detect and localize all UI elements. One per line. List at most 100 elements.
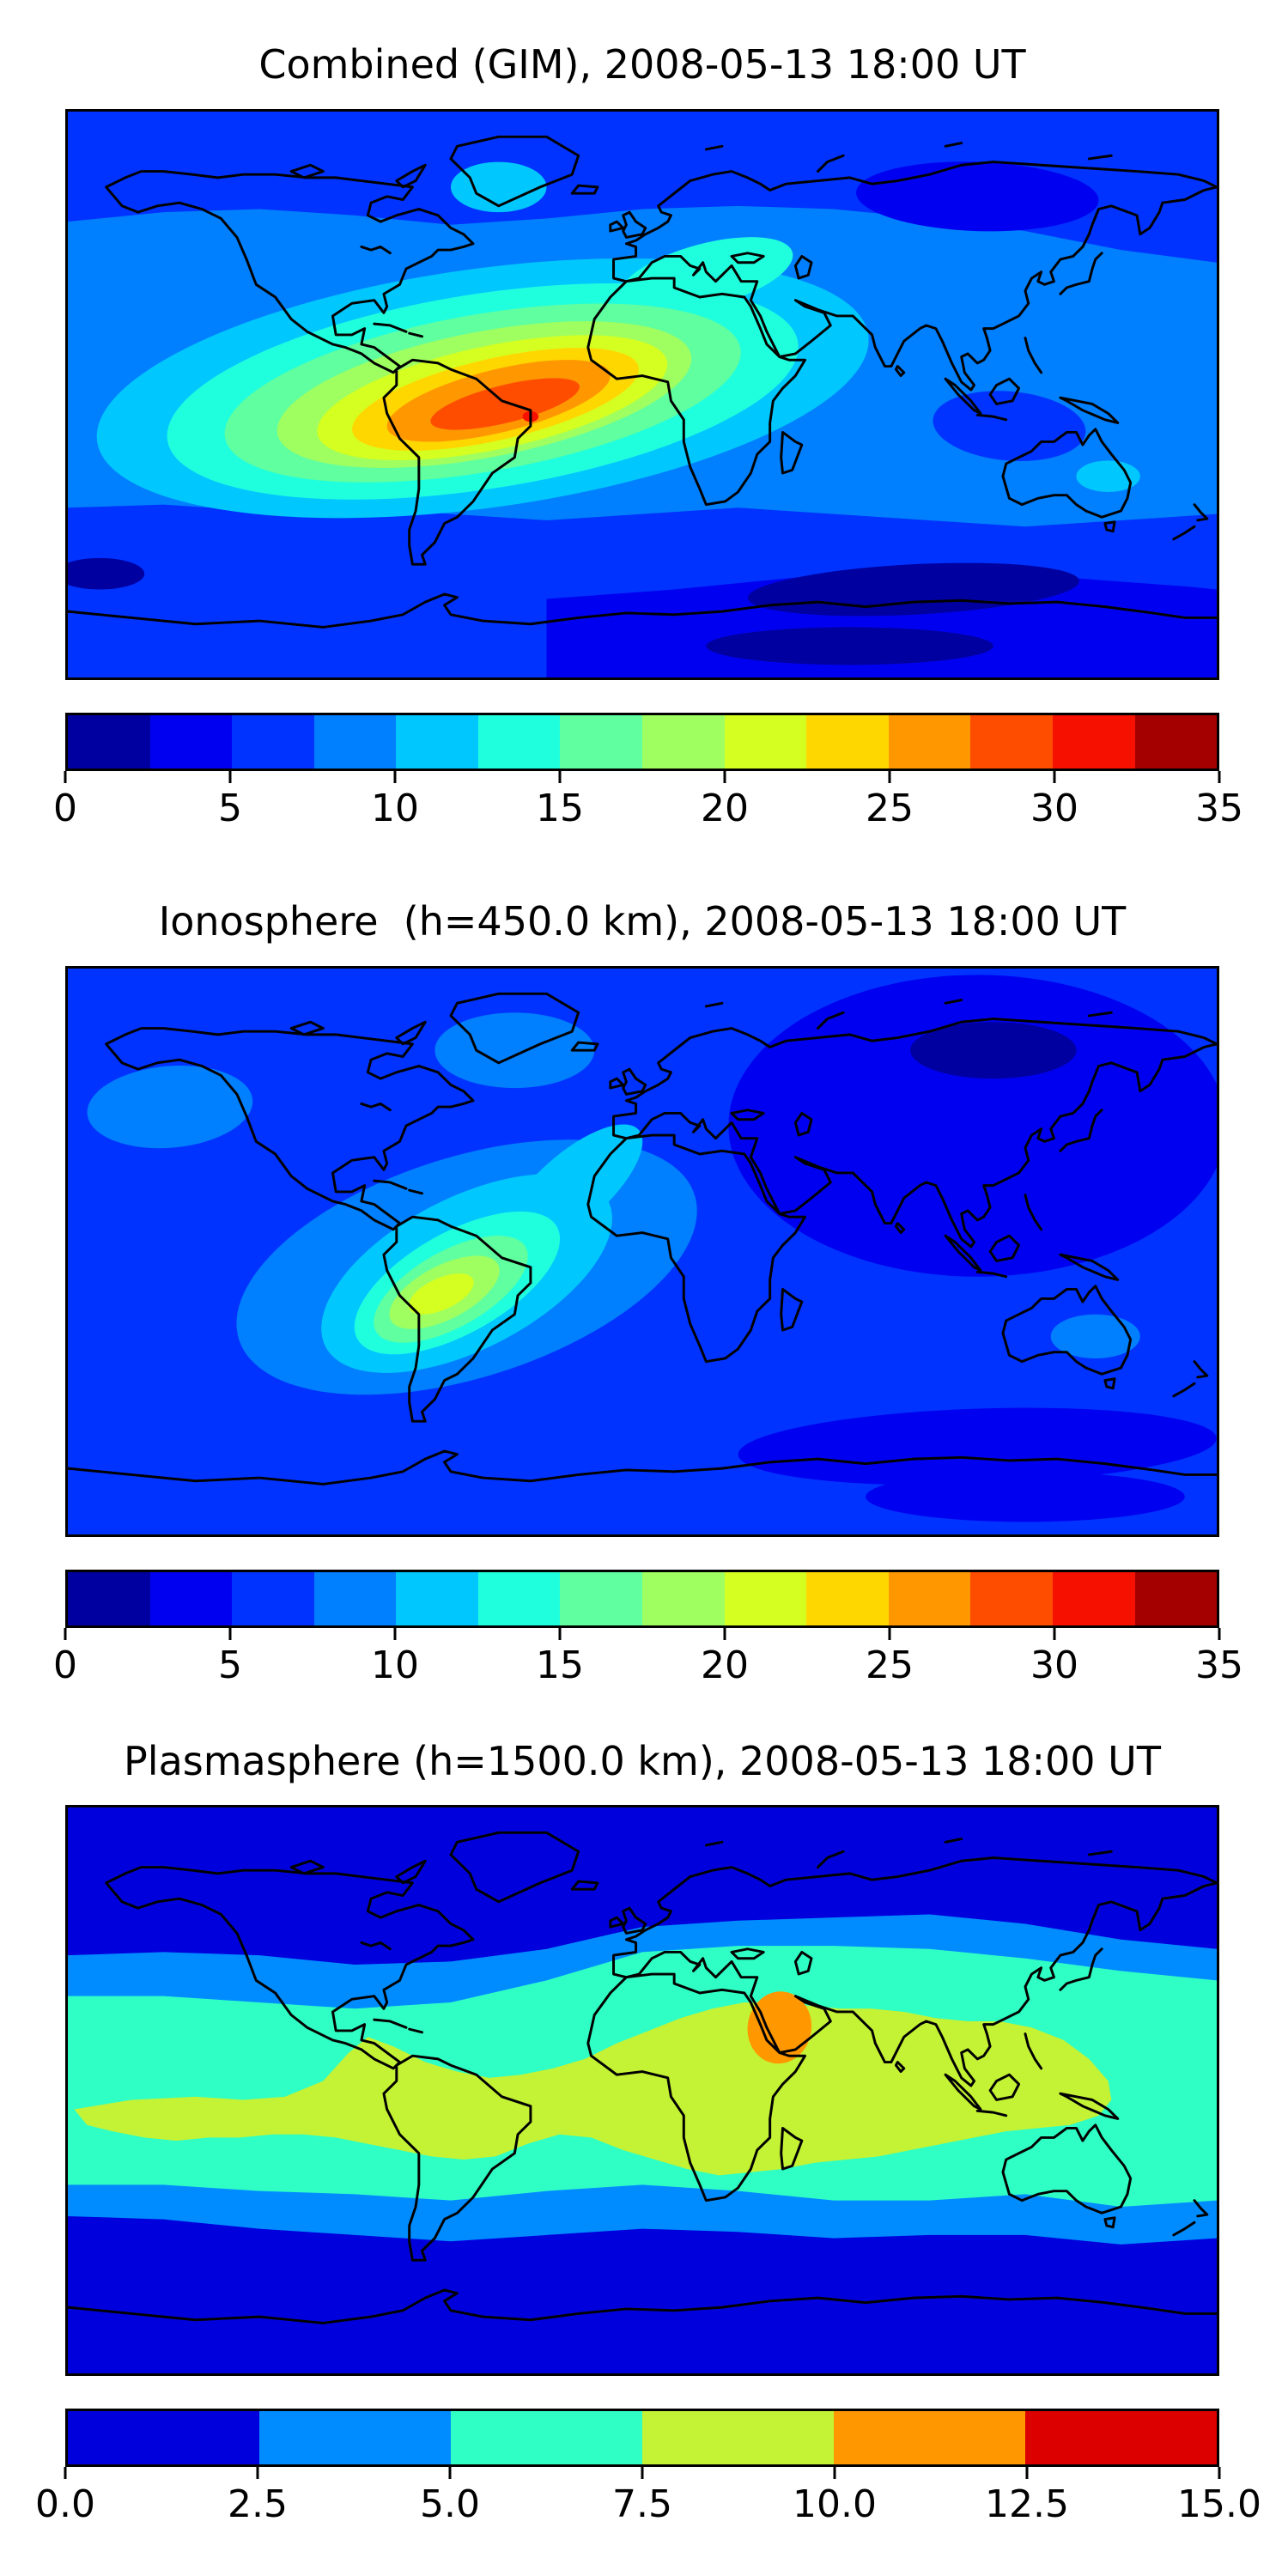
colorbar-segment [451, 2411, 642, 2464]
colorbar-tick [256, 2467, 259, 2479]
colorbar-segment [396, 1572, 478, 1625]
colorbar-tick-label: 30 [1030, 1643, 1078, 1687]
colorbar-tick-label: 0 [53, 1643, 77, 1687]
contour-band [866, 1471, 1185, 1522]
colorbar-segment [68, 1572, 150, 1625]
colorbar-segment [396, 715, 478, 769]
colorbar-tick [64, 1628, 67, 1640]
contour-band [68, 112, 1217, 263]
colorbar-tick-label: 25 [866, 787, 914, 830]
colorbar-segment [806, 715, 889, 769]
panel-title-ionosphere: Ionosphere (h=450.0 km), 2008-05-13 18:0… [158, 898, 1127, 945]
colorbar-tick [64, 771, 67, 783]
contour-band [68, 557, 145, 590]
colorbar-tick-label: 25 [866, 1643, 914, 1687]
colorbar-combined [65, 713, 1219, 771]
colorbar-segment [313, 715, 397, 769]
colorbar-tick-label: 35 [1195, 1643, 1243, 1687]
colorbar-segment [68, 715, 150, 769]
colorbar-plasmasphere [65, 2409, 1219, 2467]
colorbar-segment [1052, 1572, 1135, 1625]
panel-title-combined: Combined (GIM), 2008-05-13 18:00 UT [258, 41, 1026, 88]
world-map-plasmasphere [65, 1805, 1219, 2376]
colorbar-tick [393, 1628, 397, 1640]
contour-band [619, 237, 793, 313]
colorbar-segment [149, 715, 233, 769]
world-map-combined [65, 109, 1219, 680]
contour-band [87, 1065, 253, 1149]
colorbar-tick-label: 35 [1195, 787, 1243, 830]
colorbar-tick-label: 0 [53, 787, 77, 830]
colorbar-tick [1053, 771, 1056, 783]
colorbar-tick [1053, 1628, 1056, 1640]
colorbar-segment [642, 715, 725, 769]
colorbar-tick-label: 15 [536, 1643, 584, 1687]
colorbar-ticks-combined [64, 771, 1221, 785]
colorbar-segment [642, 1572, 725, 1625]
colorbar-segment [313, 1572, 397, 1625]
colorbar-tick-label: 5 [218, 1643, 242, 1687]
contour-band [408, 1273, 474, 1315]
colorbar-tick [1218, 771, 1221, 783]
colorbar-tick [833, 2467, 836, 2479]
colorbar-segment [477, 1572, 561, 1625]
colorbar-tick [393, 771, 397, 783]
colorbar-ticks-ionosphere [64, 1628, 1221, 1642]
colorbar-tick-label: 0.0 [35, 2482, 95, 2526]
colorbar-segment [477, 715, 561, 769]
colorbar-segment [834, 2411, 1025, 2464]
colorbar-tick [1218, 1628, 1221, 1640]
colorbar-segment [560, 715, 643, 769]
colorbar-labels-plasmasphere: 0.0 2.5 5.0 7.5 10.0 12.5 15.0 [35, 2482, 1261, 2530]
colorbar-segment [1025, 2411, 1217, 2464]
colorbar-tick [723, 1628, 726, 1640]
colorbar-tick [641, 2467, 644, 2479]
colorbar-tick-label: 20 [701, 787, 749, 830]
colorbar-segment [68, 2411, 259, 2464]
colorbar-segment [888, 1572, 971, 1625]
colorbar-tick-label: 15 [536, 787, 584, 830]
colorbar-tick-label: 10 [371, 787, 419, 830]
colorbar-ionosphere [65, 1570, 1219, 1628]
colorbar-labels-combined: 0 5 10 15 20 25 30 35 [53, 787, 1243, 835]
colorbar-tick [1025, 2467, 1029, 2479]
colorbar-segment [560, 1572, 643, 1625]
colorbar-segment [970, 715, 1053, 769]
colorbar-tick [888, 1628, 891, 1640]
colorbar-segment [888, 715, 971, 769]
colorbar-tick-label: 10.0 [793, 2482, 877, 2526]
colorbar-segment [806, 1572, 889, 1625]
contour-band [747, 1991, 812, 2064]
world-map-ionosphere [65, 966, 1219, 1537]
colorbar-tick [448, 2467, 452, 2479]
colorbar-tick [558, 771, 562, 783]
colorbar-segment [1052, 715, 1135, 769]
colorbar-tick [228, 771, 232, 783]
contour-band [728, 975, 1217, 1277]
colorbar-segment [232, 715, 314, 769]
colorbar-tick-label: 5 [218, 787, 242, 830]
colorbar-tick-label: 2.5 [228, 2482, 288, 2526]
colorbar-segment [970, 1572, 1053, 1625]
colorbar-segment [232, 1572, 314, 1625]
colorbar-tick-label: 30 [1030, 787, 1078, 830]
colorbar-tick-label: 7.5 [612, 2482, 672, 2526]
contour-band [910, 1022, 1077, 1079]
contour-band [430, 378, 580, 430]
colorbar-tick-label: 12.5 [985, 2482, 1069, 2526]
colorbar-segment [259, 2411, 451, 2464]
contour-band [706, 627, 993, 665]
colorbar-tick [64, 2467, 67, 2479]
colorbar-tick [228, 1628, 232, 1640]
colorbar-tick-label: 20 [701, 1643, 749, 1687]
colorbar-tick [558, 1628, 562, 1640]
colorbar-segment [149, 1572, 233, 1625]
colorbar-tick-label: 5.0 [420, 2482, 480, 2526]
contour-band [1050, 1314, 1140, 1358]
contour-band [74, 2002, 1112, 2176]
contour-band [451, 161, 547, 213]
panel-title-plasmasphere: Plasmasphere (h=1500.0 km), 2008-05-13 1… [124, 1738, 1161, 1784]
colorbar-ticks-plasmasphere [64, 2467, 1221, 2481]
colorbar-segment [642, 2411, 834, 2464]
